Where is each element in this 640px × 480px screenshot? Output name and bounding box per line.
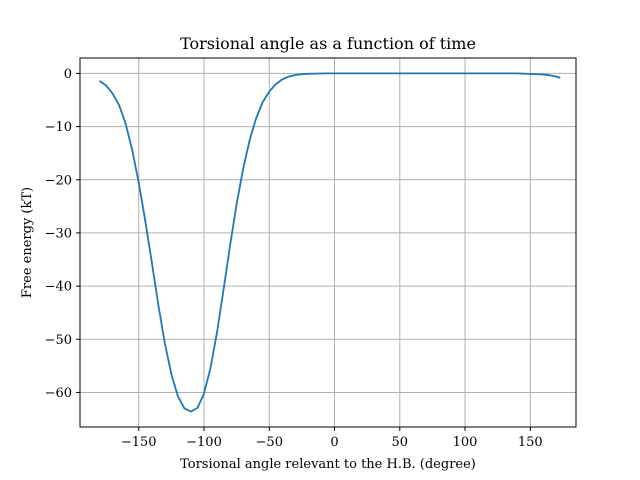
x-tick-label: −50 [256, 435, 283, 450]
y-tick-label: −50 [45, 333, 72, 348]
x-tick-label: −100 [186, 435, 222, 450]
y-tick-label: 0 [64, 67, 72, 82]
x-axis-label: Torsional angle relevant to the H.B. (de… [180, 457, 476, 472]
x-tick-label: −150 [121, 435, 157, 450]
axis-ticks: −150 −100 −50 0 50 100 150 0 −10 −20 −30 −40 −50 −60 [45, 67, 543, 450]
y-axis-label: Free energy (kT) [20, 187, 35, 298]
plot-frame [79, 57, 577, 428]
y-tick-label: −20 [45, 173, 72, 188]
x-tick-label: 0 [330, 435, 338, 450]
y-tick-label: −40 [45, 280, 72, 295]
chart-title: Torsional angle as a function of time [180, 34, 476, 53]
y-tick-label: −10 [45, 120, 72, 135]
data-series [99, 72, 561, 413]
x-tick-label: 100 [453, 435, 478, 450]
y-tick-label: −60 [45, 386, 72, 401]
series-line [99, 72, 561, 413]
x-tick-label: 150 [518, 435, 543, 450]
y-tick-label: −30 [45, 226, 72, 241]
x-tick-label: 50 [392, 435, 409, 450]
grid-lines [80, 58, 576, 427]
